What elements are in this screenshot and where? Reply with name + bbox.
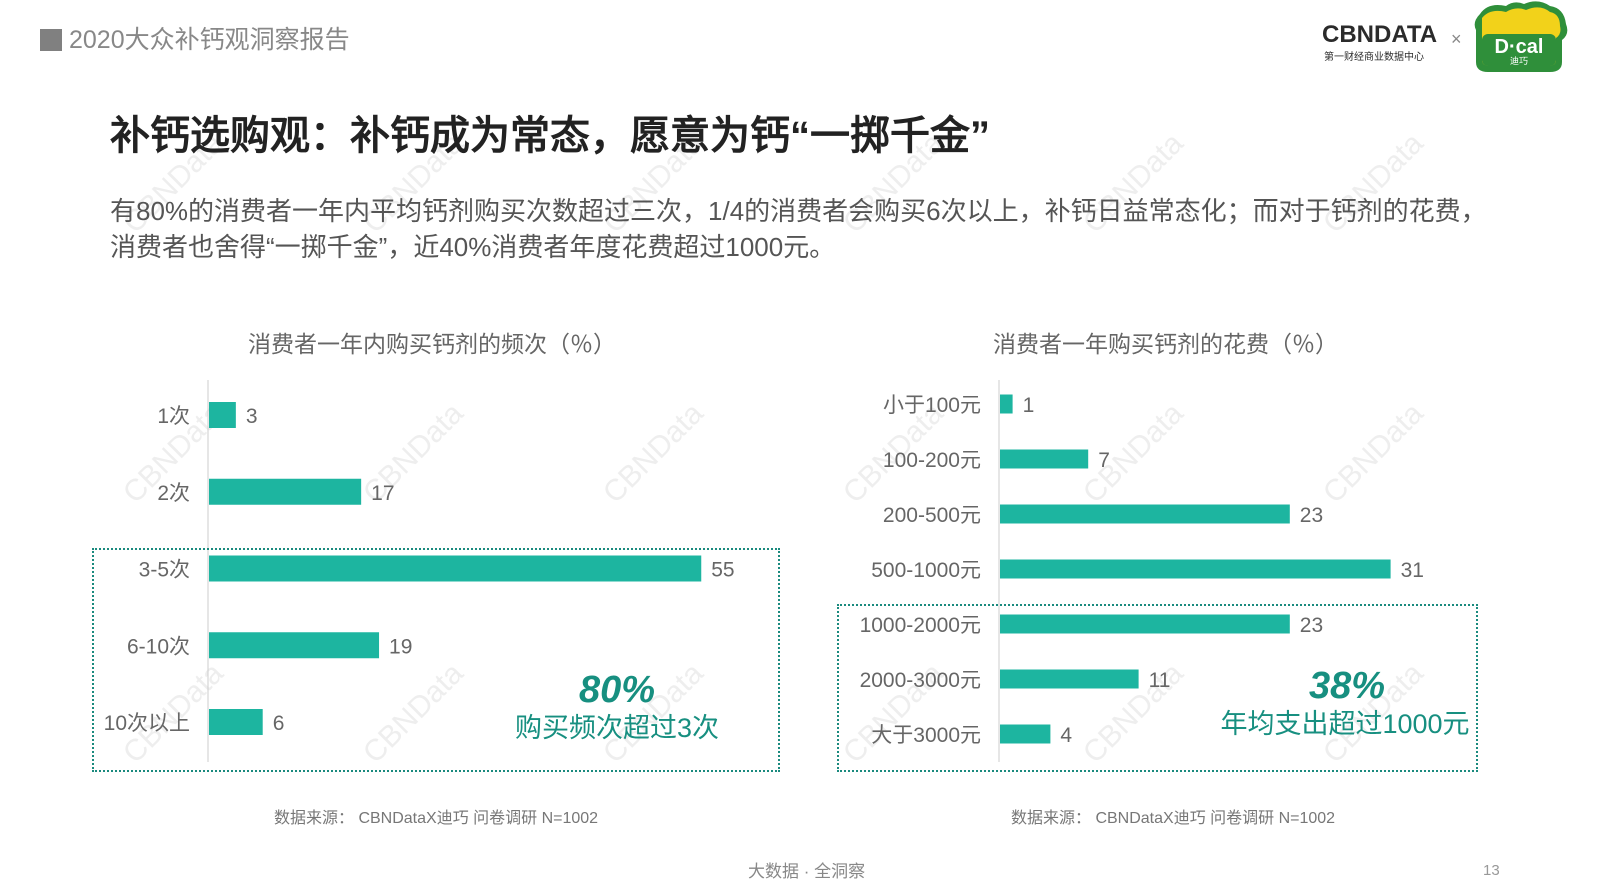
data-label: 3 — [246, 405, 258, 428]
dcal-logo-text: D·cal — [1495, 36, 1544, 58]
category-label: 2000-3000元 — [860, 669, 981, 692]
summary-text: 有80%的消费者一年内平均钙剂购买次数超过三次，1/4的消费者会购买6次以上，补… — [110, 196, 1487, 262]
page-number: 13 — [1483, 862, 1500, 879]
category-label: 200-500元 — [883, 504, 981, 527]
bar — [209, 555, 702, 582]
dcal-logo-subtitle: 迪巧 — [1510, 55, 1528, 66]
bar — [209, 478, 362, 505]
category-label: 大于3000元 — [871, 724, 981, 747]
category-label: 6-10次 — [127, 635, 190, 658]
category-label: 3-5次 — [139, 559, 190, 582]
report-title-square — [40, 29, 62, 51]
spending-callout-text: 年均支出超过1000元 — [1220, 709, 1470, 739]
bar — [1000, 394, 1013, 414]
frequency-source: 数据来源： CBNDataX迪巧 问卷调研 N=1002 — [274, 810, 599, 827]
cbndata-logo-text: CBNDATA — [1322, 21, 1438, 48]
bar — [1000, 614, 1290, 634]
category-label: 10次以上 — [104, 712, 190, 735]
data-label: 4 — [1060, 724, 1072, 747]
bar — [1000, 724, 1051, 744]
bar — [1000, 669, 1139, 689]
dcal-logo: D·cal 迪巧 — [1474, 1, 1568, 72]
spending-bar-chart: 小于100元 1 100-200元 7 200-500元 23 500-1000元 31 100… — [860, 380, 1424, 762]
bar — [209, 709, 263, 735]
data-label: 11 — [1149, 669, 1171, 692]
partner-separator: × — [1451, 29, 1462, 49]
chart-title-spending: 消费者一年购买钙剂的花费（％） — [993, 331, 1338, 357]
cbndata-logo: CBNDATA 第一财经商业数据中心 — [1322, 20, 1447, 68]
cbndata-logo-subtitle: 第一财经商业数据中心 — [1324, 52, 1424, 63]
spending-source: 数据来源： CBNDataX迪巧 问卷调研 N=1002 — [1011, 810, 1336, 827]
data-label: 23 — [1300, 614, 1323, 637]
data-label: 7 — [1098, 449, 1110, 472]
bar — [1000, 559, 1391, 579]
data-label: 19 — [389, 635, 412, 658]
footer-tagline: 大数据 · 全洞察 — [748, 862, 866, 881]
chart-title-frequency: 消费者一年内购买钙剂的频次（％） — [248, 331, 616, 357]
category-label: 500-1000元 — [871, 559, 981, 582]
data-label: 55 — [711, 559, 734, 582]
report-title: 2020大众补钙观洞察报告 — [69, 26, 350, 54]
bar — [209, 632, 380, 659]
spending-callout-value: 38% — [1308, 665, 1386, 707]
frequency-bar-chart: 1次 3 2次 17 3-5次 55 6-10次 19 10次以上 6 — [104, 380, 735, 762]
page-title: 补钙选购观：补钙成为常态，愿意为钙“一掷千金” — [110, 114, 990, 158]
category-label: 1次 — [157, 405, 190, 428]
category-label: 1000-2000元 — [860, 614, 981, 637]
data-label: 23 — [1300, 504, 1323, 527]
category-label: 2次 — [157, 482, 190, 505]
frequency-highlight-box — [92, 548, 780, 772]
bar — [209, 402, 236, 428]
bar — [1000, 449, 1089, 469]
frequency-callout-text: 购买频次超过3次 — [514, 713, 720, 743]
data-label: 6 — [273, 712, 285, 735]
category-label: 100-200元 — [883, 449, 981, 472]
category-label: 小于100元 — [883, 394, 981, 417]
spending-highlight-box — [837, 604, 1478, 772]
data-label: 31 — [1401, 559, 1424, 582]
data-label: 17 — [371, 482, 394, 505]
bar — [1000, 504, 1290, 524]
frequency-callout-value: 80% — [578, 669, 656, 711]
data-label: 1 — [1023, 394, 1035, 417]
